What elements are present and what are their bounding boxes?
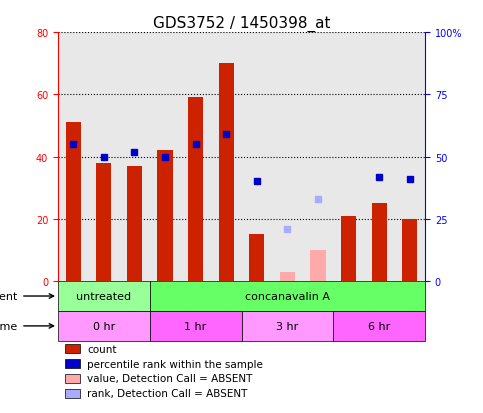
Bar [157,151,173,281]
Bar [249,235,265,281]
FancyBboxPatch shape [242,311,333,341]
Bar [65,344,80,353]
Text: agent: agent [0,291,54,301]
Bar [96,164,112,281]
Bar [188,98,203,281]
Bar [311,250,326,281]
Text: concanavalin A: concanavalin A [245,291,330,301]
Text: 3 hr: 3 hr [276,321,298,331]
FancyBboxPatch shape [58,311,150,341]
Text: rank, Detection Call = ABSENT: rank, Detection Call = ABSENT [87,389,248,399]
Bar [219,64,234,281]
Bar [65,374,80,383]
Text: percentile rank within the sample: percentile rank within the sample [87,358,263,369]
Text: 0 hr: 0 hr [93,321,115,331]
FancyBboxPatch shape [150,281,425,311]
Bar [65,359,80,368]
Bar [66,123,81,281]
Bar [127,166,142,281]
Bar [65,389,80,398]
Title: GDS3752 / 1450398_at: GDS3752 / 1450398_at [153,16,330,32]
Bar [341,216,356,281]
FancyBboxPatch shape [150,311,242,341]
FancyBboxPatch shape [333,311,425,341]
Bar [402,219,417,281]
Bar [371,204,387,281]
Text: value, Detection Call = ABSENT: value, Detection Call = ABSENT [87,374,253,384]
FancyBboxPatch shape [58,281,150,311]
Bar [280,272,295,281]
Text: untreated: untreated [76,291,131,301]
Text: 1 hr: 1 hr [185,321,207,331]
Text: count: count [87,344,117,354]
Text: time: time [0,321,54,331]
Text: 6 hr: 6 hr [368,321,390,331]
